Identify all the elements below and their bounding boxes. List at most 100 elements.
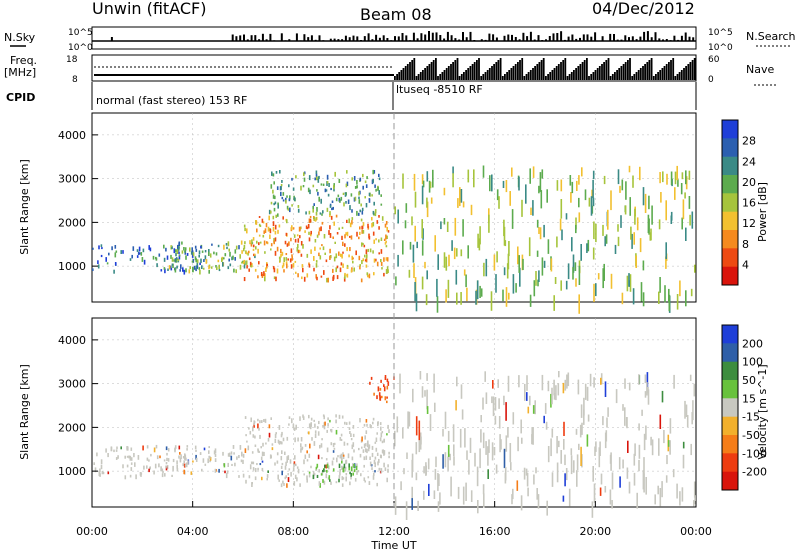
scatter-cell xyxy=(360,473,362,476)
scatter-cell xyxy=(277,230,279,234)
scatter-cell xyxy=(175,249,177,252)
scatter-cell xyxy=(304,178,306,182)
scatter-cell xyxy=(434,490,436,499)
y-tick-label: 2000 xyxy=(58,216,86,229)
scatter-cell xyxy=(175,445,177,449)
freq-bar xyxy=(683,68,685,80)
noise-bar xyxy=(541,40,543,41)
scatter-cell xyxy=(205,464,207,466)
scatter-cell xyxy=(397,416,399,432)
scatter-cell xyxy=(385,396,387,400)
scatter-cell xyxy=(358,448,360,450)
scatter-cell xyxy=(456,377,458,387)
scatter-cell xyxy=(260,446,262,448)
scatter-cell xyxy=(275,439,277,443)
scatter-cell xyxy=(256,463,258,465)
scatter-cell xyxy=(355,251,357,256)
scatter-cell xyxy=(448,255,450,267)
scatter-cell xyxy=(527,488,529,497)
scatter-cell xyxy=(324,481,326,485)
scatter-cell xyxy=(316,260,318,263)
scatter-cell xyxy=(251,482,253,487)
scatter-cell xyxy=(97,260,99,264)
y-tick-label: 1000 xyxy=(58,465,86,478)
scatter-cell xyxy=(353,268,355,272)
scatter-cell xyxy=(245,416,247,419)
scatter-cell xyxy=(105,257,107,262)
scatter-cell xyxy=(281,456,283,460)
scatter-cell xyxy=(611,274,613,289)
scatter-cell xyxy=(351,177,353,180)
freq-bar xyxy=(547,74,549,80)
scatter-cell xyxy=(338,252,340,256)
noise-bar xyxy=(575,39,577,41)
scatter-cell xyxy=(244,225,246,228)
scatter-cell xyxy=(228,453,230,457)
scatter-cell xyxy=(304,277,306,282)
freq-bar xyxy=(448,66,450,80)
scatter-cell xyxy=(108,253,110,256)
scatter-cell xyxy=(682,172,684,179)
scatter-cell xyxy=(343,193,345,195)
scatter-cell xyxy=(377,187,379,191)
scatter-cell xyxy=(246,260,248,265)
scatter-cell xyxy=(281,180,283,183)
scatter-cell xyxy=(338,195,340,198)
freq-bar xyxy=(530,70,532,80)
scatter-cell xyxy=(99,472,101,477)
scatter-cell xyxy=(416,293,418,311)
scatter-cell xyxy=(298,469,300,474)
scatter-cell xyxy=(101,465,103,470)
scatter-cell xyxy=(247,253,249,256)
scatter-cell xyxy=(432,170,434,188)
scatter-cell xyxy=(669,440,671,455)
freq-bar xyxy=(426,66,428,80)
scatter-cell xyxy=(635,256,637,269)
scatter-cell xyxy=(255,220,257,225)
scatter-cell xyxy=(383,453,385,456)
scatter-cell xyxy=(356,232,358,237)
freq-bar xyxy=(670,60,672,80)
scatter-cell xyxy=(133,246,135,251)
scatter-cell xyxy=(477,500,479,513)
scatter-cell xyxy=(639,445,641,459)
scatter-cell xyxy=(289,416,291,419)
scatter-cell xyxy=(286,219,288,223)
scatter-cell xyxy=(269,433,271,438)
scatter-cell xyxy=(293,467,295,471)
scatter-cell xyxy=(403,468,405,474)
scatter-cell xyxy=(386,401,388,403)
scatter-cell xyxy=(260,242,262,244)
scatter-cell xyxy=(483,493,485,507)
scatter-cell xyxy=(397,255,399,267)
scatter-cell xyxy=(302,415,304,418)
scatter-cell xyxy=(684,192,686,198)
scatter-cell xyxy=(558,441,560,447)
scatter-cell xyxy=(180,454,182,459)
scatter-cell xyxy=(334,448,336,450)
scatter-cell xyxy=(250,418,252,423)
scatter-cell xyxy=(273,266,275,269)
scatter-cell xyxy=(578,175,580,185)
x-tick-label: 16:00 xyxy=(479,525,511,538)
scatter-cell xyxy=(385,467,387,471)
scatter-cell xyxy=(388,381,390,386)
noise-bar xyxy=(522,33,524,41)
scatter-cell xyxy=(231,456,233,461)
scatter-cell xyxy=(317,475,319,478)
scatter-cell xyxy=(179,452,181,455)
freq-bar xyxy=(562,60,564,80)
scatter-cell xyxy=(690,375,692,381)
scatter-cell xyxy=(288,184,290,187)
scatter-cell xyxy=(189,269,191,273)
scatter-cell xyxy=(632,176,634,188)
scatter-cell xyxy=(352,257,354,259)
scatter-cell xyxy=(134,462,136,467)
scatter-cell xyxy=(370,249,372,253)
scatter-cell xyxy=(535,467,537,473)
noise-bar xyxy=(417,38,419,41)
scatter-cell xyxy=(290,238,292,242)
scatter-cell xyxy=(477,467,479,487)
scatter-cell xyxy=(196,458,198,462)
freq-bar xyxy=(506,72,508,80)
